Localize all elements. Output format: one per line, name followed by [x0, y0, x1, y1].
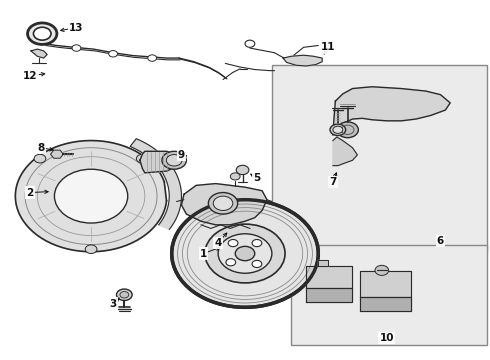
Circle shape: [117, 289, 132, 301]
Circle shape: [226, 259, 236, 266]
Text: 9: 9: [178, 150, 185, 160]
Circle shape: [252, 239, 262, 247]
Circle shape: [252, 260, 262, 267]
Text: 1: 1: [200, 248, 207, 258]
Circle shape: [213, 196, 233, 211]
Circle shape: [34, 154, 46, 163]
Circle shape: [54, 169, 128, 223]
Text: 3: 3: [109, 299, 117, 309]
Circle shape: [120, 292, 129, 298]
Polygon shape: [283, 55, 322, 66]
Circle shape: [245, 40, 255, 47]
Circle shape: [337, 122, 358, 138]
Polygon shape: [333, 137, 357, 166]
Circle shape: [136, 154, 148, 163]
Polygon shape: [15, 140, 167, 252]
Text: 12: 12: [23, 71, 37, 81]
Circle shape: [33, 27, 51, 40]
Circle shape: [330, 124, 345, 135]
Text: 6: 6: [437, 236, 444, 246]
Text: 10: 10: [379, 333, 394, 343]
Text: 7: 7: [329, 177, 337, 187]
Circle shape: [228, 239, 238, 247]
Text: 11: 11: [321, 42, 335, 52]
Circle shape: [236, 165, 249, 175]
Circle shape: [218, 234, 272, 273]
Circle shape: [162, 151, 186, 169]
Polygon shape: [130, 139, 181, 229]
Bar: [292, 244, 487, 345]
Polygon shape: [318, 260, 328, 266]
Polygon shape: [306, 266, 352, 288]
Bar: [272, 65, 487, 252]
Circle shape: [109, 50, 118, 57]
Polygon shape: [306, 288, 352, 302]
Circle shape: [148, 55, 157, 61]
Text: 4: 4: [215, 238, 222, 248]
Text: 5: 5: [254, 173, 261, 183]
Polygon shape: [31, 49, 47, 58]
Circle shape: [375, 265, 389, 275]
Circle shape: [166, 154, 182, 166]
Polygon shape: [140, 151, 175, 173]
Polygon shape: [333, 87, 450, 135]
Polygon shape: [50, 150, 63, 158]
Circle shape: [85, 245, 97, 253]
Circle shape: [205, 224, 285, 283]
Polygon shape: [360, 297, 411, 311]
Circle shape: [235, 246, 255, 261]
Circle shape: [230, 173, 240, 180]
Circle shape: [72, 45, 81, 51]
Circle shape: [27, 23, 57, 44]
Text: 2: 2: [26, 188, 34, 198]
Circle shape: [172, 200, 318, 307]
Text: 13: 13: [69, 23, 84, 33]
Polygon shape: [181, 184, 267, 225]
Text: 8: 8: [37, 143, 45, 153]
Polygon shape: [360, 271, 411, 297]
Circle shape: [333, 126, 343, 134]
Circle shape: [208, 193, 238, 214]
